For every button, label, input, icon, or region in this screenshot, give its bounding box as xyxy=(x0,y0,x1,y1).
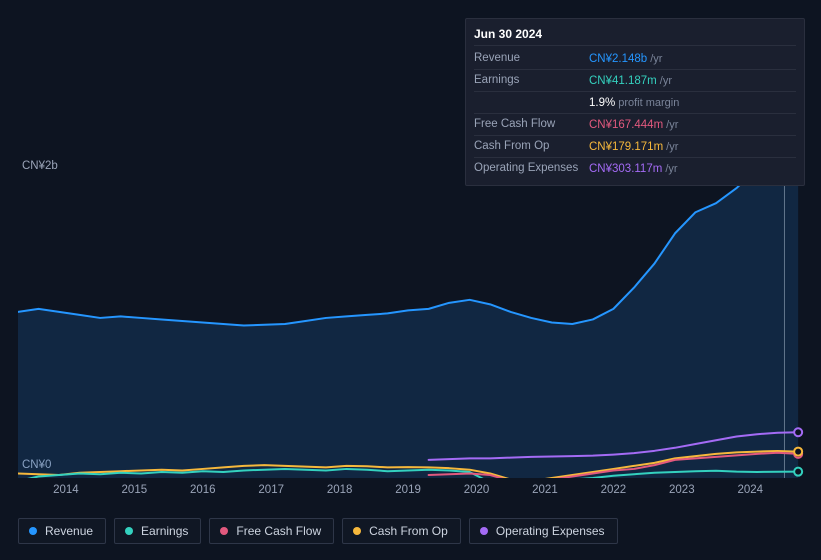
tooltip-row-unit: /yr xyxy=(650,53,662,65)
legend-item-cfo[interactable]: Cash From Op xyxy=(342,518,461,544)
x-axis-label: 2019 xyxy=(395,484,421,496)
x-axis-label: 2016 xyxy=(190,484,216,496)
legend-item-opex[interactable]: Operating Expenses xyxy=(469,518,618,544)
tooltip-row: 1.9%profit margin xyxy=(474,92,796,114)
legend-label: Operating Expenses xyxy=(496,524,605,538)
legend-item-fcf[interactable]: Free Cash Flow xyxy=(209,518,334,544)
legend-label: Earnings xyxy=(141,524,188,538)
series-end-marker-cfo xyxy=(794,448,802,456)
chart-legend: Revenue Earnings Free Cash Flow Cash From O… xyxy=(18,518,618,544)
x-axis-label: 2023 xyxy=(669,484,695,496)
tooltip-row-label: Operating Expenses xyxy=(474,160,589,177)
tooltip-row: Free Cash FlowCN¥167.444m/yr xyxy=(474,114,796,136)
x-axis-label: 2017 xyxy=(258,484,284,496)
tooltip-row-label xyxy=(474,94,589,111)
tooltip-date: Jun 30 2024 xyxy=(474,25,796,46)
x-axis-label: 2024 xyxy=(737,484,763,496)
x-axis-label: 2021 xyxy=(532,484,558,496)
tooltip-row: RevenueCN¥2.148b/yr xyxy=(474,48,796,70)
tooltip-row-label: Earnings xyxy=(474,72,589,89)
tooltip-row-value: CN¥2.148b xyxy=(589,53,647,65)
tooltip-row-unit: /yr xyxy=(666,141,678,153)
tooltip-row-value: CN¥179.171m xyxy=(589,141,663,153)
tooltip-row-unit: /yr xyxy=(660,75,672,87)
tooltip-row-label: Revenue xyxy=(474,50,589,67)
x-axis: 2014 2015 2016 2017 2018 2019 2020 2021 2022 2023… xyxy=(18,482,805,498)
tooltip-row-unit: /yr xyxy=(665,163,677,175)
tooltip-row-value: CN¥303.117m xyxy=(589,163,662,175)
legend-swatch xyxy=(125,527,133,535)
series-end-marker-opex xyxy=(794,428,802,436)
series-end-marker-earnings xyxy=(794,468,802,476)
legend-swatch xyxy=(220,527,228,535)
legend-label: Free Cash Flow xyxy=(236,524,321,538)
legend-label: Revenue xyxy=(45,524,93,538)
tooltip-row-unit: profit margin xyxy=(618,97,679,109)
tooltip-row-value: 1.9% xyxy=(589,97,615,109)
chart-tooltip: Jun 30 2024 RevenueCN¥2.148b/yrEarningsC… xyxy=(465,18,805,186)
tooltip-row: Cash From OpCN¥179.171m/yr xyxy=(474,136,796,158)
legend-item-revenue[interactable]: Revenue xyxy=(18,518,106,544)
tooltip-row: EarningsCN¥41.187m/yr xyxy=(474,70,796,92)
legend-swatch xyxy=(353,527,361,535)
legend-item-earnings[interactable]: Earnings xyxy=(114,518,201,544)
legend-swatch xyxy=(480,527,488,535)
tooltip-row-label: Free Cash Flow xyxy=(474,116,589,133)
revenue-area xyxy=(18,176,798,478)
x-axis-label: 2018 xyxy=(327,484,353,496)
tooltip-row-label: Cash From Op xyxy=(474,138,589,155)
x-axis-label: 2015 xyxy=(122,484,148,496)
legend-swatch xyxy=(29,527,37,535)
x-axis-label: 2020 xyxy=(464,484,490,496)
tooltip-row: Operating ExpensesCN¥303.117m/yr xyxy=(474,158,796,179)
legend-label: Cash From Op xyxy=(369,524,448,538)
y-axis-label: CN¥2b xyxy=(22,160,58,172)
x-axis-label: 2022 xyxy=(601,484,627,496)
financials-chart xyxy=(18,176,805,478)
tooltip-row-value: CN¥41.187m xyxy=(589,75,657,87)
tooltip-row-unit: /yr xyxy=(666,119,678,131)
x-axis-label: 2014 xyxy=(53,484,79,496)
tooltip-row-value: CN¥167.444m xyxy=(589,119,663,131)
